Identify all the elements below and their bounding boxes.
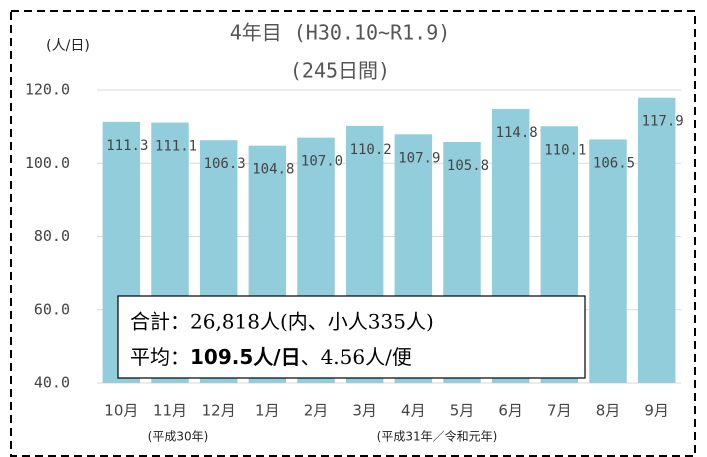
annotation-box — [117, 295, 586, 379]
x-tick-label: 3月 — [352, 402, 377, 420]
category-group: (平成30年) — [148, 430, 209, 444]
value-label: 107.9 — [398, 150, 440, 166]
x-tick-label: 10月 — [104, 402, 138, 420]
y-tick-label: 40.0 — [34, 374, 70, 392]
category-group: (平成31年／令和元年) — [377, 429, 498, 444]
annotation-highlight: 109.5人/日 — [190, 345, 301, 369]
value-label: 114.8 — [496, 125, 538, 141]
chart-title: 4年目 (H30.10~R1.9) — [230, 21, 451, 45]
value-label: 110.2 — [350, 142, 392, 158]
value-label: 111.3 — [106, 138, 148, 154]
annotation-text: 、4.56人/便 — [301, 345, 412, 369]
bar — [637, 97, 676, 383]
annotation-line: 平均：109.5人/日、4.56人/便 — [130, 345, 412, 369]
annotation-line: 合計：26,818人(内、小人335人) — [130, 310, 434, 334]
value-label: 104.8 — [252, 162, 294, 178]
value-label: 110.1 — [544, 142, 586, 158]
x-tick-label: 11月 — [153, 402, 187, 420]
x-tick-label: 9月 — [644, 402, 669, 420]
x-tick-label: 1月 — [255, 402, 280, 420]
y-unit: (人/日) — [46, 38, 90, 54]
annotation-text: 平均： — [130, 345, 190, 369]
chart-subtitle: (245日間) — [290, 59, 390, 83]
value-label: 117.9 — [642, 114, 684, 130]
dashed-frame — [10, 10, 696, 457]
value-label: 106.5 — [593, 155, 635, 171]
value-label: 106.3 — [204, 156, 246, 172]
value-label: 111.1 — [155, 139, 197, 155]
y-tick-label: 100.0 — [25, 154, 70, 172]
bar — [589, 139, 627, 383]
x-tick-label: 5月 — [450, 402, 475, 420]
x-tick-label: 7月 — [547, 402, 572, 420]
x-tick-label: 4月 — [401, 402, 426, 420]
x-tick-label: 6月 — [498, 402, 523, 420]
y-tick-label: 60.0 — [34, 300, 70, 318]
x-tick-label: 8月 — [596, 402, 621, 420]
value-label: 105.8 — [447, 158, 489, 174]
x-tick-label: 12月 — [202, 402, 236, 420]
x-tick-label: 2月 — [304, 402, 329, 420]
y-tick-label: 80.0 — [34, 227, 70, 245]
y-tick-label: 120.0 — [25, 81, 70, 99]
value-label: 107.0 — [301, 154, 343, 170]
